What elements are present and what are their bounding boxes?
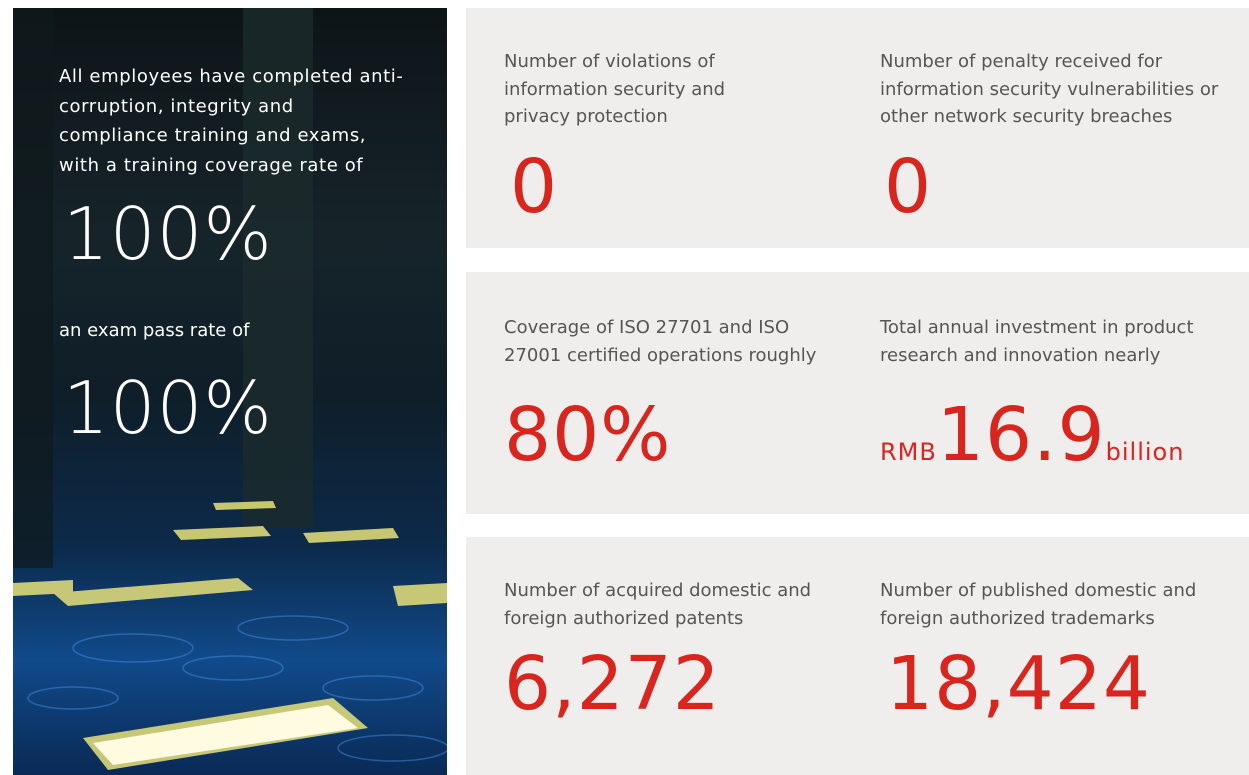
stat-value: 0 bbox=[884, 150, 932, 224]
stat-card: Coverage of ISO 27701 and ISO 27001 cert… bbox=[466, 272, 1249, 514]
coverage-rate: 100% bbox=[63, 198, 273, 270]
stat-label: Number of published domestic and foreign… bbox=[880, 577, 1249, 632]
stat-label: Total annual investment in product resea… bbox=[880, 314, 1249, 369]
pass-label: an exam pass rate of bbox=[59, 320, 249, 341]
hero-panel: All employees have completed anti-corrup… bbox=[13, 8, 447, 775]
stat-value: 80% bbox=[504, 398, 671, 472]
stat-value-group: RMB16.9billion bbox=[880, 398, 1184, 472]
hero-lead: All employees have completed anti-corrup… bbox=[59, 62, 409, 180]
stat-label: Number of acquired domestic and foreign … bbox=[504, 577, 824, 632]
stat-suffix: billion bbox=[1106, 438, 1185, 466]
stat-label: Number of violations of information secu… bbox=[504, 48, 774, 131]
stat-label: Coverage of ISO 27701 and ISO 27001 cert… bbox=[504, 314, 839, 369]
stat-value: 16.9 bbox=[937, 392, 1106, 478]
stat-value: 6,272 bbox=[504, 647, 721, 721]
pass-rate: 100% bbox=[63, 372, 273, 444]
stat-value: 18,424 bbox=[886, 647, 1151, 721]
stat-label: Number of penalty received for informati… bbox=[880, 48, 1249, 131]
stat-prefix: RMB bbox=[880, 438, 937, 466]
stat-card: Number of violations of information secu… bbox=[466, 8, 1249, 248]
stat-value: 0 bbox=[510, 150, 558, 224]
page: {"hero": {"lead": "All employees have co… bbox=[0, 0, 1249, 775]
stat-card: Number of acquired domestic and foreign … bbox=[466, 537, 1249, 775]
